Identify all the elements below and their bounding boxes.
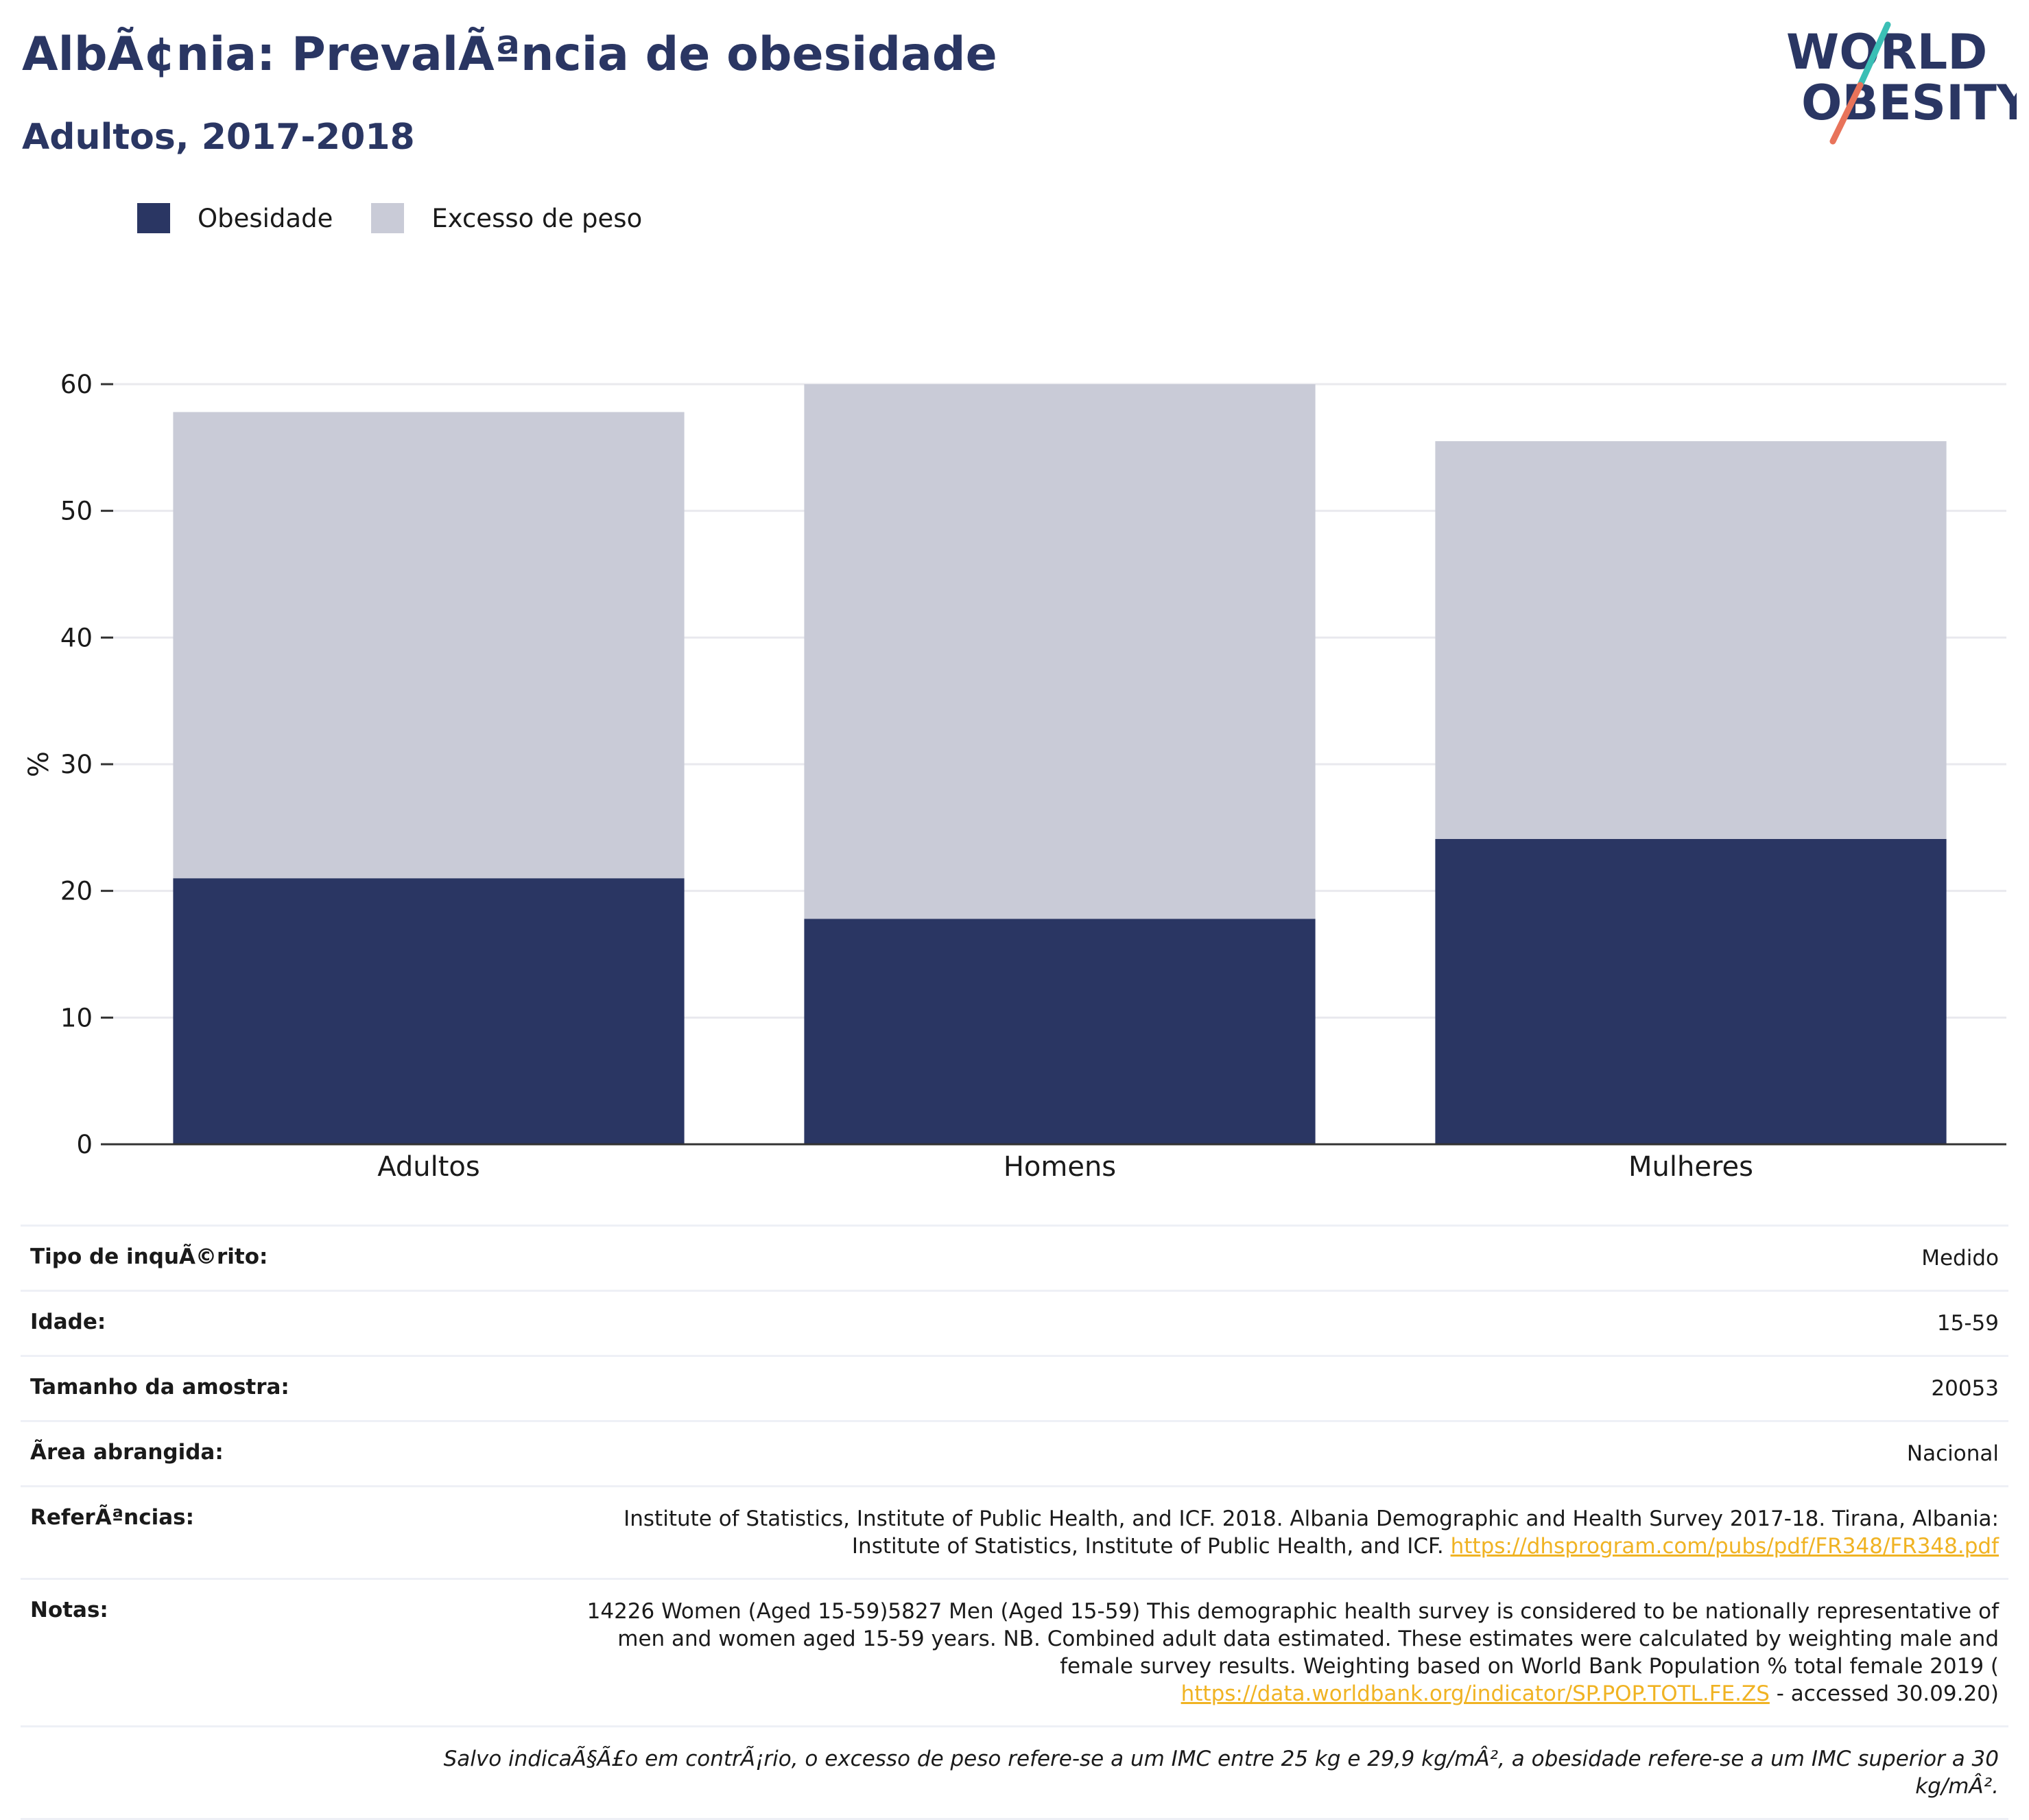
bar-obesity-adultos bbox=[173, 878, 685, 1144]
y-tick-label: 60 bbox=[60, 370, 93, 399]
chart-title: AlbÃ¢nia: PrevalÃªncia de obesidade bbox=[22, 27, 997, 82]
survey-info-table: Tipo de inquÃ©rito: Medido Idade: 15-59 … bbox=[21, 1225, 2008, 1820]
legend-swatch-obesity bbox=[137, 203, 170, 233]
info-value: 14226 Women (Aged 15-59)5827 Men (Aged 1… bbox=[587, 1598, 1999, 1707]
info-value: Institute of Statistics, Institute of Pu… bbox=[624, 1505, 1999, 1560]
y-tick-label: 50 bbox=[60, 497, 93, 526]
info-key: Notas: bbox=[30, 1598, 108, 1622]
notes-suffix: - accessed 30.09.20) bbox=[1769, 1681, 1999, 1706]
legend-item-overweight[interactable]: Excesso de peso bbox=[371, 203, 642, 233]
legend-label-obesity: Obesidade bbox=[198, 203, 333, 233]
info-key: Tamanho da amostra: bbox=[30, 1375, 289, 1399]
x-tick-label: Adultos bbox=[377, 1151, 480, 1183]
legend-swatch-overweight bbox=[371, 203, 405, 233]
info-row-notes: Notas: 14226 Women (Aged 15-59)5827 Men … bbox=[21, 1578, 2008, 1725]
logo-slash-top bbox=[1857, 21, 1891, 88]
references-link[interactable]: https://dhsprogram.com/pubs/pdf/FR348/FR… bbox=[1450, 1534, 1999, 1559]
info-row-survey-type: Tipo de inquÃ©rito: Medido bbox=[21, 1225, 2008, 1290]
info-key: Idade: bbox=[30, 1310, 106, 1334]
bar-obesity-homens bbox=[804, 919, 1316, 1144]
notes-link[interactable]: https://data.worldbank.org/indicator/SP.… bbox=[1180, 1681, 1770, 1706]
legend-item-obesity[interactable]: Obesidade bbox=[137, 203, 333, 233]
info-value: 20053 bbox=[1931, 1376, 1999, 1401]
logo-line-2: OBESITY bbox=[1801, 75, 2017, 131]
info-key: Tipo de inquÃ©rito: bbox=[30, 1244, 268, 1269]
info-value: 15-59 bbox=[1936, 1311, 1999, 1336]
stacked-bar-chart: 0 10 20 30 40 50 60% Adultos Homens Mulheres bbox=[23, 370, 2006, 1183]
info-row-area: Ãrea abrangida: Nacional bbox=[21, 1420, 2008, 1485]
info-row-references: ReferÃªncias: Institute of Statistics, I… bbox=[21, 1485, 2008, 1578]
y-tick-label: 30 bbox=[60, 750, 93, 779]
bar-overweight-mulheres bbox=[1435, 441, 1947, 839]
logo-slash-bottom bbox=[1829, 82, 1864, 145]
x-tick-label: Homens bbox=[1004, 1151, 1116, 1183]
info-key: Ãrea abrangida: bbox=[30, 1440, 224, 1465]
info-value: Medido bbox=[1921, 1246, 1999, 1271]
info-value: Nacional bbox=[1906, 1441, 1999, 1466]
y-tick-label: 10 bbox=[60, 1003, 93, 1032]
y-tick-label: 0 bbox=[76, 1130, 93, 1159]
notes-line-3: female survey results. Weighting based o… bbox=[1060, 1654, 1999, 1679]
bar-overweight-homens bbox=[804, 384, 1316, 919]
world-obesity-logo: WORLD OBESITY bbox=[1786, 21, 2017, 145]
info-row-age: Idade: 15-59 bbox=[21, 1290, 2008, 1355]
references-line-2: Institute of Statistics, Institute of Pu… bbox=[851, 1534, 1444, 1559]
footnote-text: Salvo indicaÃ§Ã£o em contrÃ¡rio, o exces… bbox=[443, 1747, 1999, 1799]
legend: Obesidade Excesso de peso bbox=[137, 203, 680, 233]
bar-overweight-adultos bbox=[173, 412, 685, 879]
info-key: ReferÃªncias: bbox=[30, 1505, 195, 1530]
chart-subtitle: Adultos, 2017-2018 bbox=[22, 117, 415, 158]
y-axis-title: % bbox=[23, 751, 55, 777]
y-tick-label: 20 bbox=[60, 877, 93, 906]
info-row-sample-size: Tamanho da amostra: 20053 bbox=[21, 1355, 2008, 1420]
y-tick-label: 40 bbox=[60, 623, 93, 652]
bar-obesity-mulheres bbox=[1435, 838, 1947, 1144]
notes-line-2: men and women aged 15-59 years. NB. Comb… bbox=[617, 1627, 1999, 1651]
info-row-footnote: Salvo indicaÃ§Ã£o em contrÃ¡rio, o exces… bbox=[21, 1725, 2008, 1820]
notes-line-1: 14226 Women (Aged 15-59)5827 Men (Aged 1… bbox=[586, 1599, 1999, 1624]
references-line-1: Institute of Statistics, Institute of Pu… bbox=[624, 1506, 1999, 1531]
x-tick-label: Mulheres bbox=[1628, 1151, 1753, 1183]
legend-label-overweight: Excesso de peso bbox=[431, 203, 643, 233]
